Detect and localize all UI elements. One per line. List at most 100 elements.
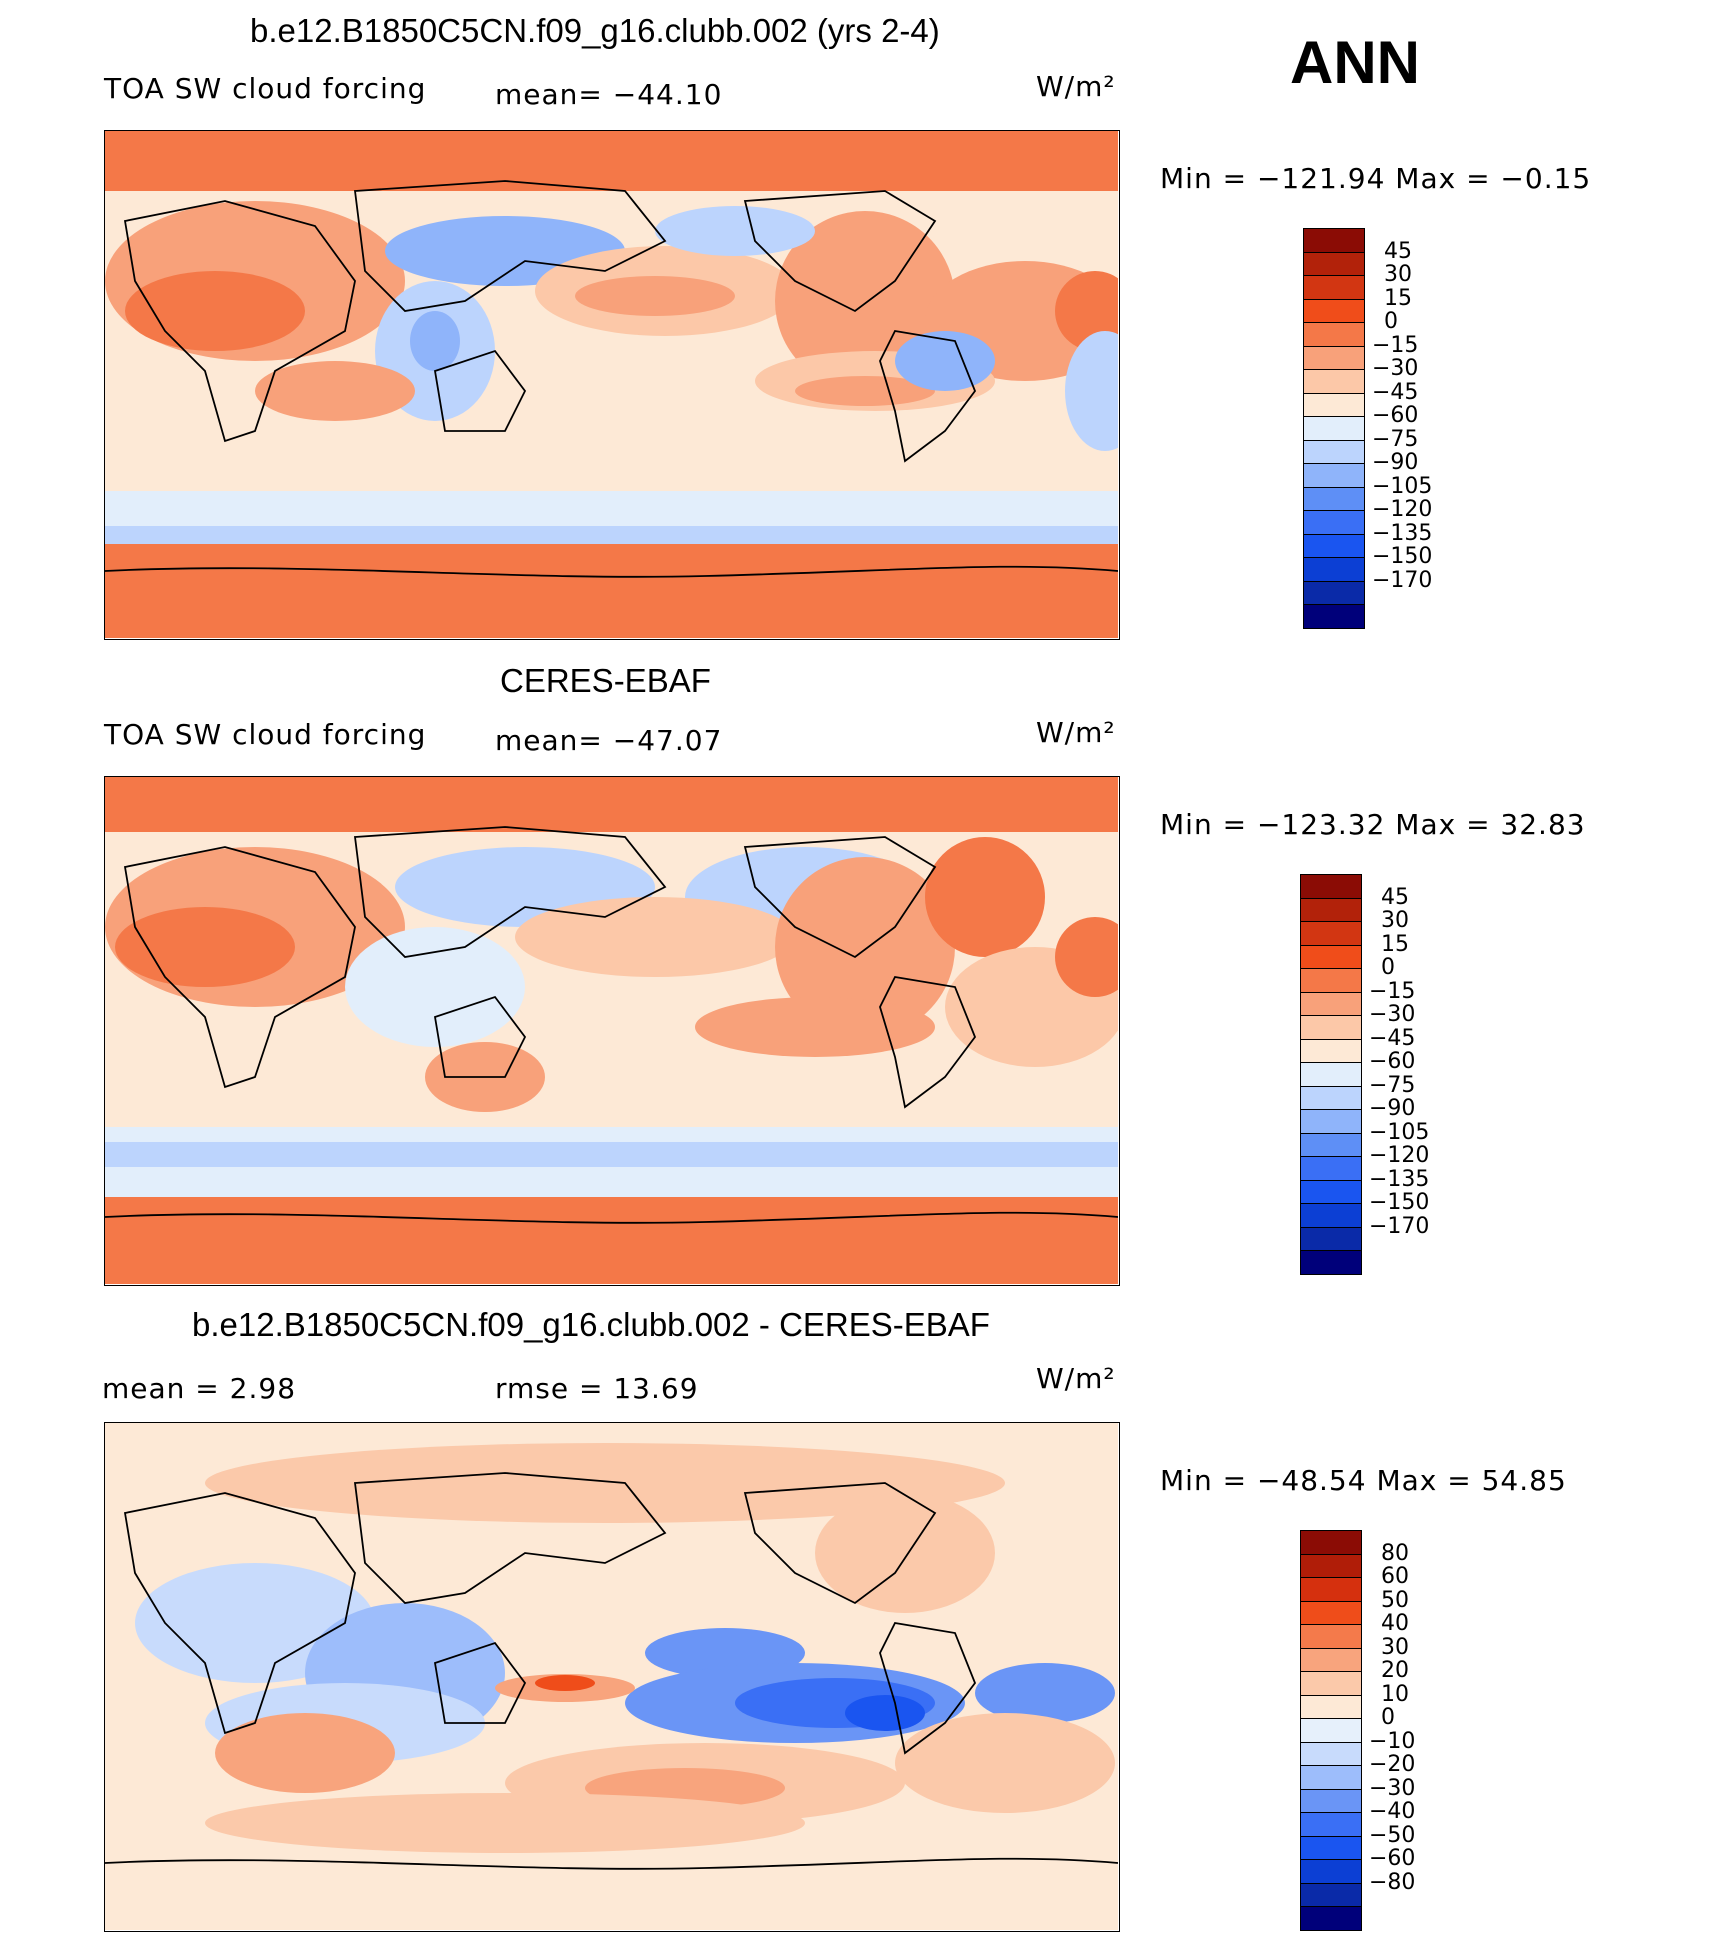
colorbar-swatch [1303, 369, 1365, 394]
colorbar-swatch [1303, 580, 1365, 606]
panel2-map-svg [105, 777, 1118, 1284]
colorbar-swatch [1300, 921, 1362, 946]
colorbar-tick-label: −75 [1372, 426, 1419, 452]
panel1-units: W/m² [1036, 70, 1116, 103]
colorbar-swatch [1300, 1624, 1362, 1649]
colorbar-tick-label: 30 [1381, 908, 1409, 934]
colorbar-swatch [1300, 1835, 1362, 1861]
colorbar-swatch [1300, 1250, 1362, 1275]
colorbar-swatch [1303, 416, 1365, 441]
colorbar-swatch [1303, 510, 1365, 535]
colorbar-tick-label: −30 [1369, 1002, 1416, 1028]
colorbar-swatch [1303, 251, 1365, 277]
colorbar-tick-label: −20 [1369, 1752, 1416, 1778]
colorbar-swatch [1300, 1600, 1362, 1626]
colorbar-tick-label: −60 [1369, 1846, 1416, 1872]
colorbar-swatch [1303, 345, 1365, 371]
colorbar-swatch [1303, 298, 1365, 324]
colorbar-tick-label: −120 [1372, 497, 1433, 523]
colorbar-tick-label: −15 [1372, 332, 1419, 358]
colorbar-tick-label: 60 [1381, 1564, 1409, 1590]
panel3-colorbar [1300, 1530, 1362, 1931]
colorbar-tick-label: −30 [1372, 356, 1419, 382]
colorbar-tick-label: −75 [1369, 1072, 1416, 1098]
colorbar-swatch [1300, 1647, 1362, 1673]
colorbar-swatch [1300, 1553, 1362, 1579]
colorbar-swatch [1300, 897, 1362, 923]
panel3-minmax: Min = −48.54 Max = 54.85 [1160, 1464, 1567, 1497]
panel1-map-svg [105, 131, 1118, 638]
panel3-title: b.e12.B1850C5CN.f09_g16.clubb.002 - CERE… [192, 1306, 990, 1343]
colorbar-tick-label: −40 [1369, 1799, 1416, 1825]
panel1-colorbar [1303, 228, 1365, 629]
colorbar-swatch [1300, 1812, 1362, 1837]
panel2-colorbar [1300, 874, 1362, 1275]
panel3-map-svg [105, 1423, 1118, 1930]
colorbar-swatch [1300, 1226, 1362, 1252]
colorbar-swatch [1300, 1062, 1362, 1087]
panel3-map [104, 1422, 1120, 1932]
panel3-mean: mean = 2.98 [102, 1372, 297, 1405]
colorbar-tick-label: 45 [1381, 884, 1409, 910]
colorbar-swatch [1300, 1788, 1362, 1814]
colorbar-tick-label: −10 [1369, 1728, 1416, 1754]
colorbar-swatch [1300, 1530, 1362, 1555]
panel2-title: CERES-EBAF [500, 662, 711, 699]
colorbar-swatch [1300, 1859, 1362, 1884]
colorbar-swatch [1300, 1085, 1362, 1111]
colorbar-tick-label: −45 [1372, 379, 1419, 405]
colorbar-tick-label: −50 [1369, 1822, 1416, 1848]
colorbar-swatch [1300, 1718, 1362, 1743]
panel1-minmax: Min = −121.94 Max = −0.15 [1160, 162, 1592, 195]
colorbar-swatch [1300, 1203, 1362, 1228]
colorbar-swatch [1300, 1577, 1362, 1602]
colorbar-swatch [1300, 1906, 1362, 1931]
colorbar-tick-label: −80 [1369, 1869, 1416, 1895]
colorbar-swatch [1300, 874, 1362, 899]
colorbar-swatch [1300, 1671, 1362, 1696]
colorbar-swatch [1300, 1109, 1362, 1134]
colorbar-swatch [1300, 1015, 1362, 1040]
colorbar-tick-label: −15 [1369, 978, 1416, 1004]
panel1-variable: TOA SW cloud forcing [104, 72, 427, 105]
season-label: ANN [1290, 29, 1420, 96]
colorbar-swatch [1300, 1741, 1362, 1767]
colorbar-swatch [1300, 1132, 1362, 1158]
colorbar-tick-label: −90 [1372, 450, 1419, 476]
colorbar-swatch [1303, 486, 1365, 512]
colorbar-tick-label: 15 [1384, 285, 1412, 311]
panel2-mean: mean= −47.07 [495, 724, 723, 757]
colorbar-swatch [1303, 392, 1365, 418]
colorbar-tick-label: 30 [1384, 262, 1412, 288]
colorbar-tick-label: −90 [1369, 1096, 1416, 1122]
panel2-minmax: Min = −123.32 Max = 32.83 [1160, 808, 1586, 841]
colorbar-tick-label: −150 [1372, 544, 1433, 570]
colorbar-tick-label: 45 [1384, 238, 1412, 264]
colorbar-tick-label: −150 [1369, 1190, 1430, 1216]
panel2-map [104, 776, 1120, 1286]
colorbar-swatch [1303, 322, 1365, 347]
colorbar-tick-label: 0 [1384, 309, 1398, 335]
panel2-units: W/m² [1036, 716, 1116, 749]
colorbar-swatch [1300, 1179, 1362, 1205]
colorbar-swatch [1300, 1765, 1362, 1790]
panel2-variable: TOA SW cloud forcing [104, 718, 427, 751]
panel1-mean: mean= −44.10 [495, 78, 723, 111]
colorbar-swatch [1300, 944, 1362, 970]
colorbar-swatch [1300, 968, 1362, 993]
colorbar-tick-label: 80 [1381, 1540, 1409, 1566]
colorbar-tick-label: −170 [1369, 1213, 1430, 1239]
colorbar-tick-label: −105 [1369, 1119, 1430, 1145]
colorbar-tick-label: −135 [1369, 1166, 1430, 1192]
colorbar-tick-label: −105 [1372, 473, 1433, 499]
colorbar-tick-label: −120 [1369, 1143, 1430, 1169]
colorbar-tick-label: 40 [1381, 1611, 1409, 1637]
colorbar-swatch [1300, 1882, 1362, 1908]
colorbar-swatch [1303, 463, 1365, 488]
panel3-units: W/m² [1036, 1362, 1116, 1395]
colorbar-tick-label: −60 [1372, 403, 1419, 429]
colorbar-tick-label: 0 [1381, 1705, 1395, 1731]
colorbar-swatch [1303, 533, 1365, 559]
colorbar-tick-label: 10 [1381, 1681, 1409, 1707]
colorbar-tick-label: −135 [1372, 520, 1433, 546]
